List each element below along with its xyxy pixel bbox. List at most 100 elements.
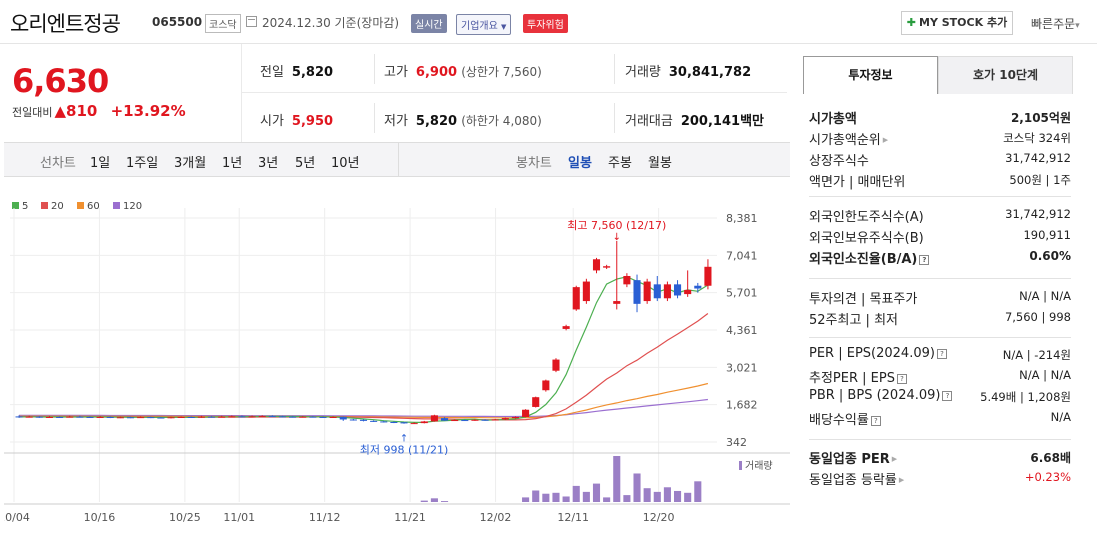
period-1w[interactable]: 1주일 <box>126 156 159 171</box>
info-group-rows4: PER | EPS(2024.09)? N/A | -214원 추정PER | EP… <box>809 344 1071 428</box>
help-icon[interactable]: ? <box>870 416 881 426</box>
stats-row: 시가 5,950 저가 5,820 (하한가 4,080) 거래대금 200,141백… <box>242 93 787 142</box>
legend-label-ma120: 120 <box>123 201 142 212</box>
info-key: 배당수익률? <box>809 409 881 428</box>
info-value: 2,105억원 <box>1010 111 1071 125</box>
candle-body <box>613 301 621 304</box>
period-3y[interactable]: 3년 <box>258 156 279 171</box>
volume-bar <box>694 481 702 502</box>
x-tick-label: 10/25 <box>169 511 201 524</box>
low-price: 저가 5,820 (하한가 4,080) <box>384 110 542 129</box>
info-value: 31,742,912 <box>1005 151 1071 165</box>
candle-body <box>35 416 43 418</box>
candle-body <box>491 419 499 421</box>
x-tick-label: 12/20 <box>643 511 675 524</box>
info-key: PBR | BPS (2024.09)? <box>809 388 953 403</box>
market-badge: 코스닥 <box>205 14 241 33</box>
volume-bar <box>663 487 671 502</box>
info-value: N/A | N/A <box>1019 289 1071 303</box>
candle-monthly[interactable]: 월봉 <box>648 156 672 171</box>
info-row: 시가총액순위 ▶ 코스닥 324위 <box>809 127 1071 148</box>
info-key: 액면가 | 매매단위 <box>809 175 906 190</box>
chevron-right-icon: ▶ <box>882 136 889 144</box>
candle-body <box>440 418 449 421</box>
candle-chart-label: 봉차트 <box>516 156 552 171</box>
help-icon[interactable]: ? <box>896 374 907 384</box>
x-tick-label: 11/01 <box>223 511 255 524</box>
candle-weekly[interactable]: 주봉 <box>608 156 632 171</box>
tab-orderbook[interactable]: 호가 10단계 <box>938 56 1073 94</box>
candle-body <box>400 422 408 424</box>
info-row: 동일업종 등락률 ▶ +0.23% <box>809 467 1071 488</box>
low-arrow-icon: ↑ <box>400 434 408 445</box>
period-1d[interactable]: 1일 <box>90 156 111 171</box>
add-mystock-button[interactable]: ✚ MY STOCK 추가 <box>901 11 1013 35</box>
chart-svg: 5 20 60 120 8,381 7,041 5,701 4,361 3,021 1,682 34… <box>0 201 790 524</box>
info-row: 시가총액 2,105억원 <box>809 106 1071 127</box>
candle-body <box>582 281 590 302</box>
volume-bar <box>613 456 621 502</box>
candle-body <box>481 419 489 421</box>
corp-overview-dropdown[interactable]: 기업개요 ▼ <box>456 14 512 35</box>
section-divider <box>809 196 1071 197</box>
legend-swatch-ma5 <box>12 202 19 209</box>
amount-unit: 백만 <box>740 114 764 129</box>
high-value: 6,900 <box>415 65 458 80</box>
info-value: N/A | N/A <box>1019 368 1071 382</box>
candle-daily[interactable]: 일봉 <box>568 156 592 171</box>
volume-bar <box>643 488 651 502</box>
period-10y[interactable]: 10년 <box>331 156 360 171</box>
low-annotation: 최저 998 (11/21) <box>360 444 449 457</box>
volume-label: 거래량 <box>625 65 661 80</box>
candle-body <box>258 416 266 418</box>
volume-bar <box>633 473 641 502</box>
help-icon[interactable]: ? <box>936 349 947 359</box>
help-icon[interactable]: ? <box>919 255 930 265</box>
side-tabs: 투자정보 호가 10단계 <box>803 56 1073 94</box>
candle-body <box>207 416 216 418</box>
candle-body <box>522 409 530 417</box>
candle-body <box>694 285 702 289</box>
open-label: 시가 <box>260 114 284 129</box>
info-key: 추정PER | EPS? <box>809 367 907 386</box>
legend-swatch-ma120 <box>113 202 120 209</box>
candle-body <box>562 326 570 329</box>
y-tick-label: 7,041 <box>726 249 758 262</box>
y-tick-label: 1,682 <box>726 399 758 412</box>
candle-body <box>572 287 580 310</box>
candle-body <box>309 416 317 418</box>
period-5y[interactable]: 5년 <box>295 156 316 171</box>
info-value: 31,742,912 <box>1005 207 1071 221</box>
candle-body <box>177 416 185 418</box>
candle-body <box>501 418 509 420</box>
info-key: 투자의견 | 목표주가 <box>809 292 918 307</box>
candle-body <box>430 415 438 422</box>
candle-body <box>349 419 357 421</box>
legend-swatch-ma20 <box>41 202 48 209</box>
info-key: 외국인소진율(B/A)? <box>809 248 930 267</box>
info-value: 500원 | 1주 <box>1009 173 1071 187</box>
stock-chart[interactable]: 5 20 60 120 8,381 7,041 5,701 4,361 3,021 1,682 34… <box>0 178 790 531</box>
high-label: 고가 <box>384 65 408 80</box>
x-tick-label: 11/12 <box>309 511 341 524</box>
help-icon[interactable]: ? <box>942 391 953 401</box>
price-change: 전일대비 ▲810 +13.92% <box>12 102 186 120</box>
candle-body <box>76 416 84 418</box>
period-3m[interactable]: 3개월 <box>174 156 207 171</box>
date-text: 2024.12.30 기준(장마감) <box>262 16 400 30</box>
tab-invest-info[interactable]: 투자정보 <box>803 56 938 94</box>
realtime-tag[interactable]: 실시간 <box>411 14 447 33</box>
quick-order-dropdown[interactable]: 빠른주문▾ <box>1031 15 1080 32</box>
candle-body <box>329 416 337 418</box>
calendar-icon <box>246 16 257 27</box>
info-row: 외국인소진율(B/A)? 0.60% <box>809 246 1071 267</box>
low-label: 저가 <box>384 114 408 129</box>
info-key: 시가총액 <box>809 112 857 127</box>
volume-bar <box>653 491 661 502</box>
change-rate: +13.92% <box>110 102 186 120</box>
candle-body <box>116 417 124 419</box>
stock-header: 오리엔트정공 065500 코스닥 2024.12.30 기준(장마감) 실시간… <box>0 0 1097 44</box>
y-tick-label: 8,381 <box>726 212 758 225</box>
period-1y[interactable]: 1년 <box>222 156 243 171</box>
line-chart-label: 선차트 <box>40 156 76 171</box>
